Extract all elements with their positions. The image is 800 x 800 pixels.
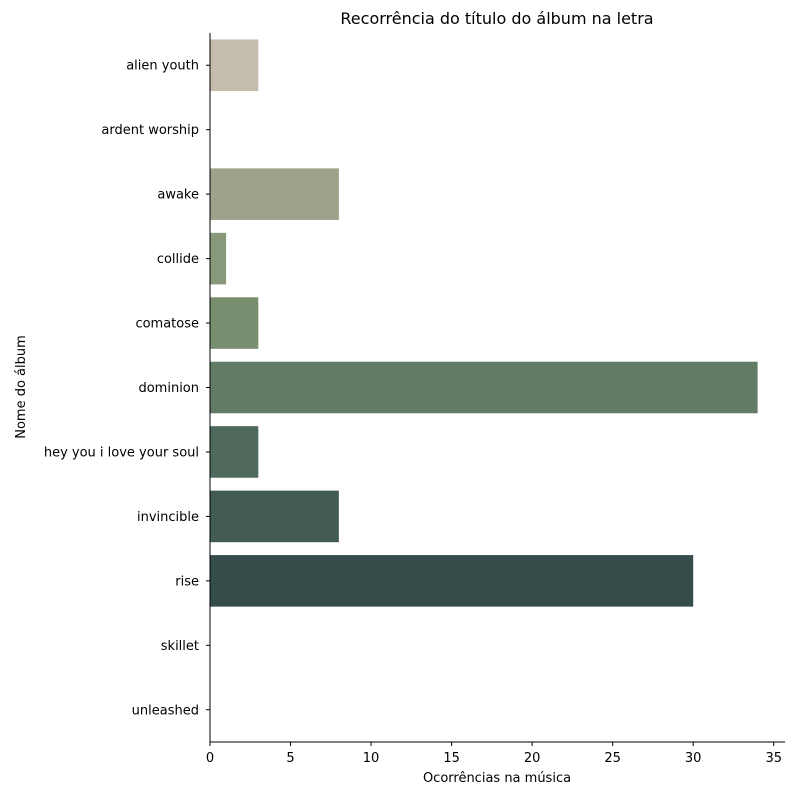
y-tick-label: invincible <box>137 510 199 525</box>
y-tick-label: unleashed <box>132 703 199 718</box>
bar-awake <box>210 168 339 220</box>
bar-hey-you-i-love-your-soul <box>210 426 259 478</box>
bars-group <box>210 39 758 607</box>
y-tick-label: rise <box>175 574 199 589</box>
y-tick-label: hey you i love your soul <box>44 445 199 460</box>
x-axis-label: Ocorrências na música <box>423 771 571 786</box>
y-tick-label: dominion <box>138 381 199 396</box>
bar-alien-youth <box>210 39 259 92</box>
x-ticks-group: 0 5 10 15 20 25 30 35 <box>206 742 782 766</box>
x-tick-label: 35 <box>765 751 782 766</box>
chart-title: Recorrência do título do álbum na letra <box>340 9 653 28</box>
y-tick-label: comatose <box>135 317 199 332</box>
bar-dominion <box>210 361 758 414</box>
x-tick-label: 10 <box>363 751 380 766</box>
y-ticks-group: alien youth ardent worship awake collide com… <box>44 59 210 718</box>
y-tick-label: awake <box>157 188 199 203</box>
y-tick-label: skillet <box>161 639 199 654</box>
x-tick-label: 20 <box>524 751 541 766</box>
bar-collide <box>210 232 227 285</box>
bar-invincible <box>210 490 339 543</box>
y-tick-label: alien youth <box>126 59 199 74</box>
y-tick-label: collide <box>157 252 199 267</box>
bar-rise <box>210 555 694 607</box>
y-tick-label: ardent worship <box>101 123 199 138</box>
bar-comatose <box>210 297 259 349</box>
x-tick-label: 15 <box>443 751 460 766</box>
x-tick-label: 30 <box>685 751 702 766</box>
x-tick-label: 0 <box>206 751 214 766</box>
x-tick-label: 25 <box>604 751 621 766</box>
x-tick-label: 5 <box>286 751 294 766</box>
y-axis-label: Nome do álbum <box>14 335 29 439</box>
